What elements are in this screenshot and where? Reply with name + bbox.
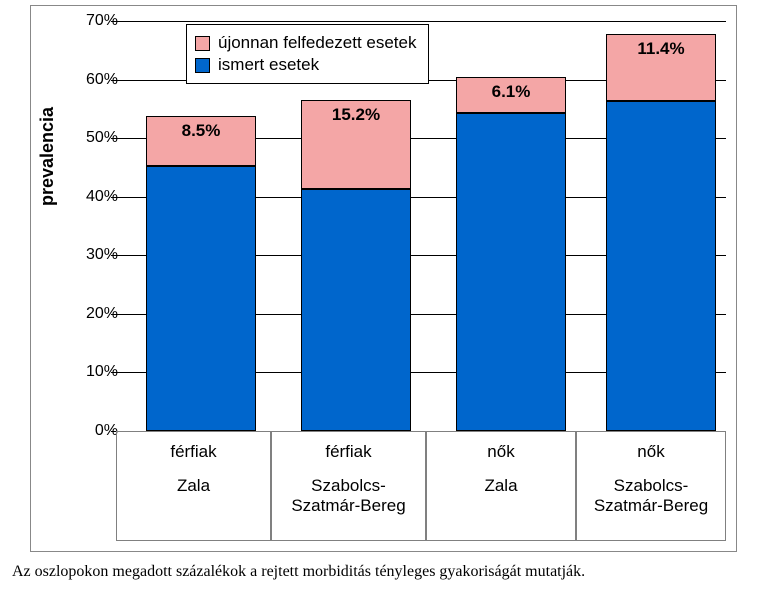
y-tick-label: 30%: [68, 246, 118, 264]
x-axis-label-line1: férfiak: [272, 442, 425, 462]
bar-value-label: 11.4%: [607, 39, 715, 59]
y-tick-label: 60%: [68, 71, 118, 89]
x-axis-cell: férfiak Szabolcs-Szatmár-Bereg: [271, 431, 426, 541]
legend: újonnan felfedezett esetek ismert esetek: [186, 24, 429, 84]
bar-segment-new: 6.1%: [456, 77, 566, 113]
chart-frame: prevalencia 8.5% 15.2% 6.1% 11.4% újonnan f…: [30, 5, 737, 552]
bar-segment-new: 8.5%: [146, 116, 256, 166]
x-axis-label-line2: Zala: [117, 476, 270, 496]
x-axis-cell: nők Szabolcs-Szatmár-Bereg: [576, 431, 726, 541]
grid-line: [116, 21, 726, 22]
y-tick-label: 70%: [68, 12, 118, 30]
bar-value-label: 8.5%: [147, 121, 255, 141]
bar-segment-known: [456, 113, 566, 431]
bar-value-label: 15.2%: [302, 105, 410, 125]
y-tick-label: 10%: [68, 363, 118, 381]
legend-label-new: újonnan felfedezett esetek: [218, 33, 416, 53]
y-tick-label: 40%: [68, 188, 118, 206]
legend-swatch-new: [195, 36, 210, 51]
x-axis-label-line2: Zala: [427, 476, 575, 496]
x-axis-label-line1: nők: [577, 442, 725, 462]
legend-item-new: újonnan felfedezett esetek: [195, 33, 416, 53]
figure-container: prevalencia 8.5% 15.2% 6.1% 11.4% újonnan f…: [0, 0, 758, 598]
bar-segment-known: [606, 101, 716, 431]
x-axis-label-line2: Szabolcs-Szatmár-Bereg: [577, 476, 725, 517]
legend-swatch-known: [195, 58, 210, 73]
x-axis-cell: férfiak Zala: [116, 431, 271, 541]
bar-segment-known: [301, 189, 411, 431]
y-axis-label: prevalencia: [37, 107, 58, 206]
x-axis-label-line2: Szabolcs-Szatmár-Bereg: [272, 476, 425, 517]
legend-label-known: ismert esetek: [218, 55, 319, 75]
bar-segment-new: 15.2%: [301, 100, 411, 189]
x-axis-label-line1: nők: [427, 442, 575, 462]
legend-item-known: ismert esetek: [195, 55, 416, 75]
x-axis-cell: nők Zala: [426, 431, 576, 541]
figure-caption: Az oszlopokon megadott százalékok a rejt…: [12, 563, 585, 581]
bar-value-label: 6.1%: [457, 82, 565, 102]
y-tick-label: 50%: [68, 129, 118, 147]
y-tick-label: 0%: [68, 422, 118, 440]
bar-segment-new: 11.4%: [606, 34, 716, 101]
bar-segment-known: [146, 166, 256, 431]
y-tick-label: 20%: [68, 305, 118, 323]
x-axis-label-line1: férfiak: [117, 442, 270, 462]
